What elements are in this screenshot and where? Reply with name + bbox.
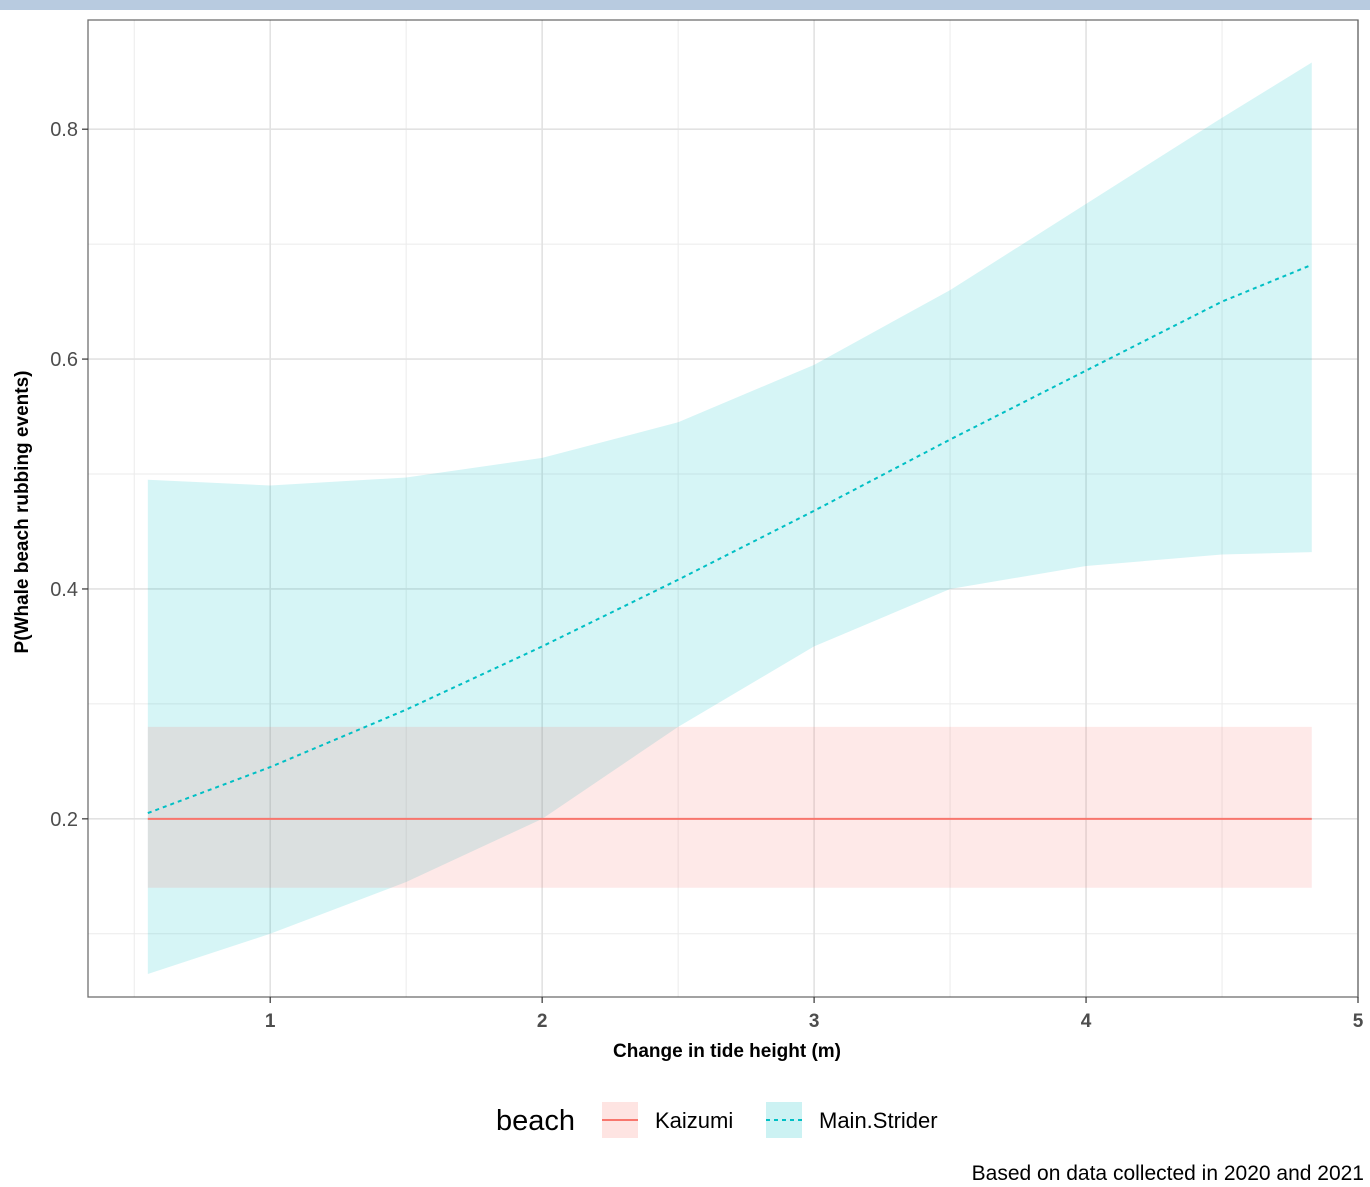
- legend: beach Kaizumi Main.Strider: [496, 1102, 938, 1138]
- legend-label-kaizumi: Kaizumi: [655, 1108, 733, 1133]
- legend-title: beach: [496, 1105, 575, 1137]
- x-tick-label-0: 1: [265, 1011, 276, 1032]
- x-axis-title: Change in tide height (m): [613, 1041, 841, 1062]
- x-tick-label-1: 2: [537, 1011, 548, 1032]
- line-main-strider: [147, 263, 1313, 815]
- y-tick-label-0: 0.2: [50, 809, 78, 831]
- plot-panel: [88, 20, 1358, 997]
- ribbon-main-strider: [147, 62, 1312, 975]
- caption: Based on data collected in 2020 and 2021: [972, 1162, 1364, 1185]
- x-tick-label-2: 3: [809, 1011, 820, 1032]
- top-strip: [0, 0, 1370, 10]
- ribbon-kaizumi: [147, 726, 1312, 888]
- axis-layer: 0.2 0.4 0.6 0.8 1 2 3 4 5: [50, 119, 1364, 1032]
- line-layer: [147, 263, 1313, 820]
- x-tick-label-3: 4: [1081, 1011, 1092, 1032]
- plot-border: [87, 19, 1359, 998]
- y-axis-title: P(Whale beach rubbing events): [12, 371, 33, 654]
- y-tick-label-1: 0.4: [50, 579, 78, 601]
- x-tick-label-4: 5: [1353, 1011, 1364, 1032]
- ribbon-layer: [147, 62, 1312, 975]
- y-tick-label-3: 0.8: [50, 119, 78, 141]
- y-tick-label-2: 0.6: [50, 349, 78, 371]
- legend-label-main-strider: Main.Strider: [819, 1108, 938, 1133]
